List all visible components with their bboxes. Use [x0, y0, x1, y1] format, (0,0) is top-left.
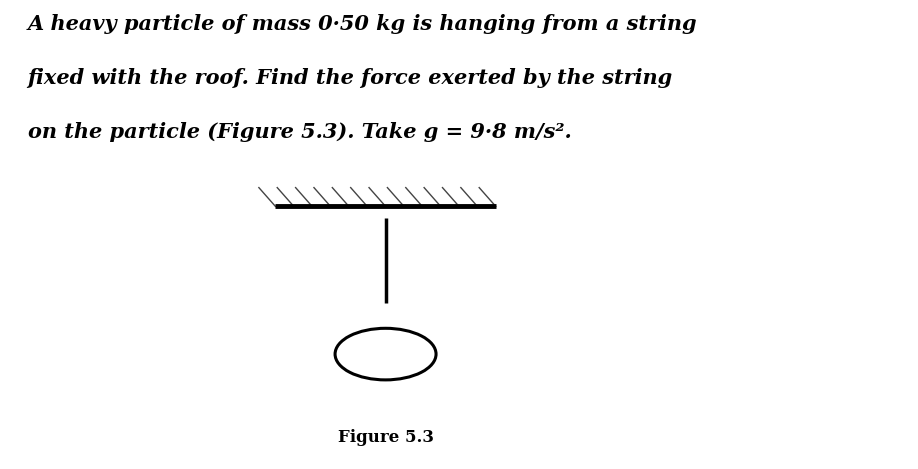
Text: fixed with the roof. Find the force exerted by the string: fixed with the roof. Find the force exer…: [28, 68, 673, 88]
Circle shape: [335, 328, 436, 380]
Text: A heavy particle of mass 0·50 kg is hanging from a string: A heavy particle of mass 0·50 kg is hang…: [28, 14, 697, 34]
Text: on the particle (Figure 5.3). Take g = 9·8 m/s².: on the particle (Figure 5.3). Take g = 9…: [28, 122, 571, 142]
Text: Figure 5.3: Figure 5.3: [338, 429, 433, 446]
